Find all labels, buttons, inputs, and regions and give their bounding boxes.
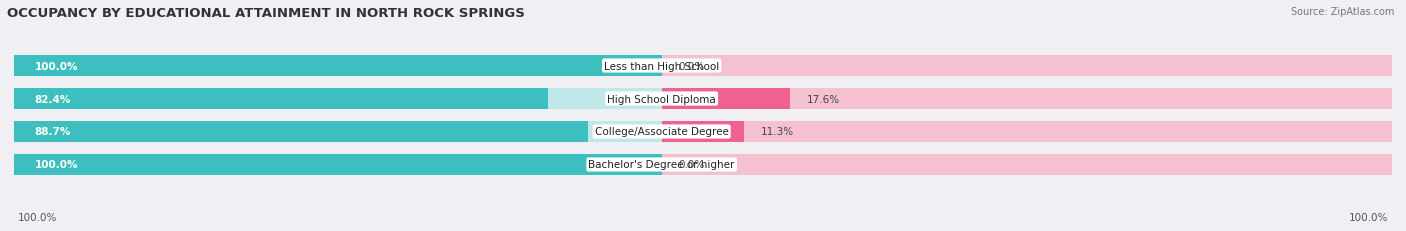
Bar <box>14 56 662 76</box>
Text: 100.0%: 100.0% <box>35 61 79 71</box>
Bar <box>14 122 1392 142</box>
Text: OCCUPANCY BY EDUCATIONAL ATTAINMENT IN NORTH ROCK SPRINGS: OCCUPANCY BY EDUCATIONAL ATTAINMENT IN N… <box>7 7 524 20</box>
Bar <box>14 89 1392 109</box>
Bar <box>662 122 1392 142</box>
Bar <box>14 56 662 76</box>
Bar <box>662 89 790 109</box>
Text: Source: ZipAtlas.com: Source: ZipAtlas.com <box>1291 7 1395 17</box>
Text: 82.4%: 82.4% <box>35 94 72 104</box>
Text: 11.3%: 11.3% <box>761 127 794 137</box>
Bar <box>662 122 744 142</box>
Text: 100.0%: 100.0% <box>1348 212 1388 222</box>
Bar <box>14 122 662 142</box>
Text: 100.0%: 100.0% <box>18 212 58 222</box>
Text: College/Associate Degree: College/Associate Degree <box>595 127 728 137</box>
Text: High School Diploma: High School Diploma <box>607 94 716 104</box>
Text: Less than High School: Less than High School <box>605 61 720 71</box>
Bar <box>14 89 548 109</box>
Bar <box>14 155 1392 175</box>
Text: 17.6%: 17.6% <box>807 94 839 104</box>
Text: 100.0%: 100.0% <box>35 160 79 170</box>
Bar <box>14 89 662 109</box>
Text: Bachelor's Degree or higher: Bachelor's Degree or higher <box>589 160 735 170</box>
Bar <box>14 155 662 175</box>
Text: 0.0%: 0.0% <box>678 61 704 71</box>
Bar <box>14 155 662 175</box>
Bar <box>14 122 589 142</box>
Bar <box>662 89 1392 109</box>
Bar <box>14 56 1392 76</box>
Bar <box>662 155 1392 175</box>
Text: 0.0%: 0.0% <box>678 160 704 170</box>
Bar <box>662 56 1392 76</box>
Text: 88.7%: 88.7% <box>35 127 72 137</box>
